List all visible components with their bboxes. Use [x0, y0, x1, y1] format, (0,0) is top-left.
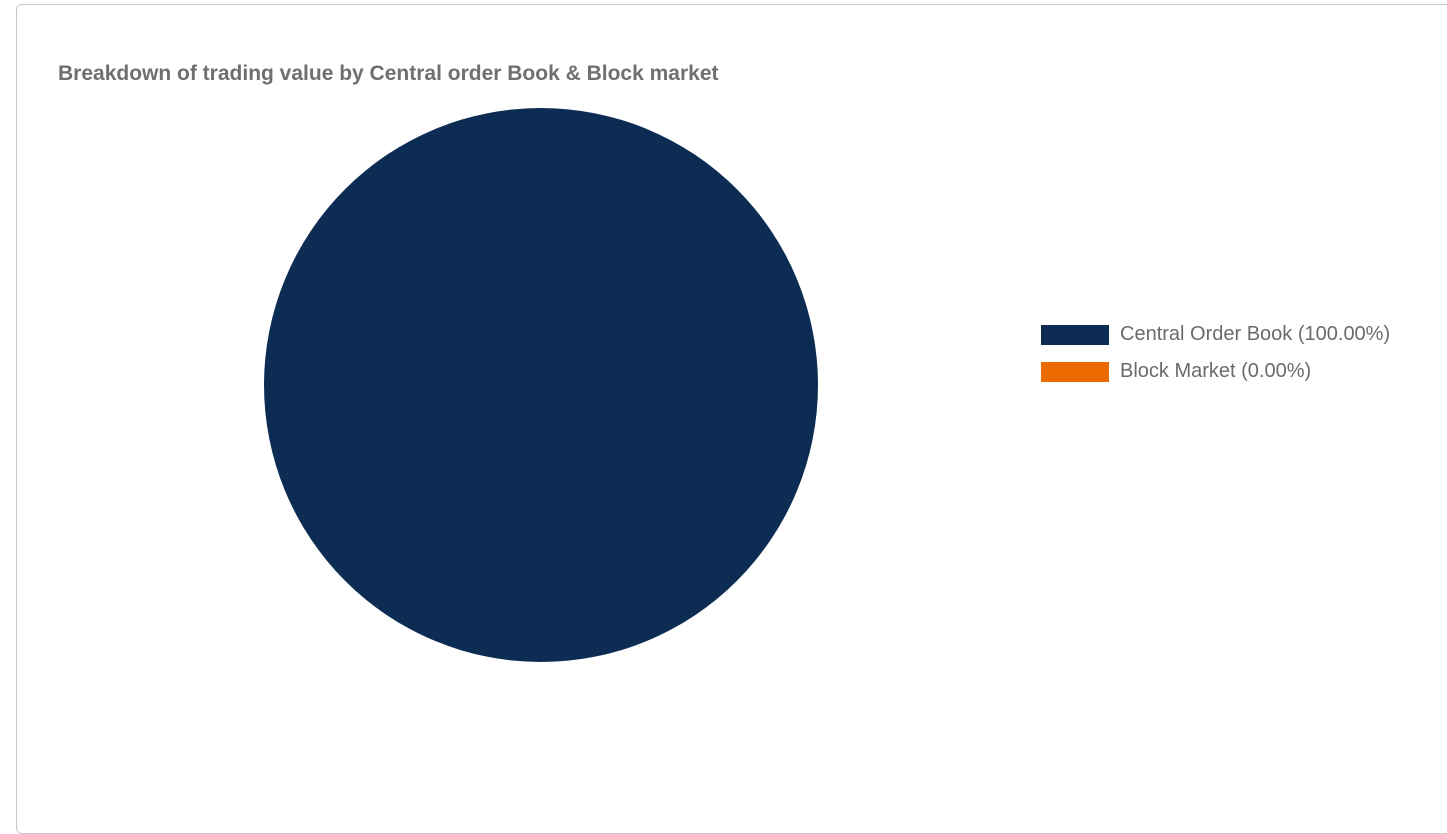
pie-slice-central-order-book[interactable] [264, 108, 818, 662]
legend-label-central-order-book: Central Order Book (100.00%) [1120, 323, 1391, 345]
legend-swatch-central-order-book [1041, 325, 1109, 345]
chart-legend: Central Order Book (100.00%) Block Marke… [1041, 322, 1441, 396]
legend-label-block-market: Block Market (0.00%) [1120, 360, 1312, 382]
legend-item-central-order-book[interactable]: Central Order Book (100.00%) [1041, 322, 1441, 359]
chart-title: Breakdown of trading value by Central or… [58, 62, 719, 85]
pie-chart [264, 108, 818, 662]
legend-item-block-market[interactable]: Block Market (0.00%) [1041, 359, 1441, 396]
legend-swatch-block-market [1041, 362, 1109, 382]
